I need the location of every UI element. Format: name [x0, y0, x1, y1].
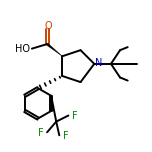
- Text: F: F: [63, 131, 68, 141]
- Text: HO: HO: [15, 44, 30, 54]
- Text: F: F: [72, 111, 77, 121]
- Text: N: N: [95, 58, 102, 68]
- Text: O: O: [44, 21, 52, 31]
- Text: F: F: [38, 128, 44, 138]
- Polygon shape: [46, 43, 62, 56]
